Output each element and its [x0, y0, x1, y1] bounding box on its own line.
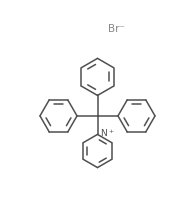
- Text: N$^+$: N$^+$: [100, 128, 115, 140]
- Text: Br⁻: Br⁻: [107, 24, 125, 34]
